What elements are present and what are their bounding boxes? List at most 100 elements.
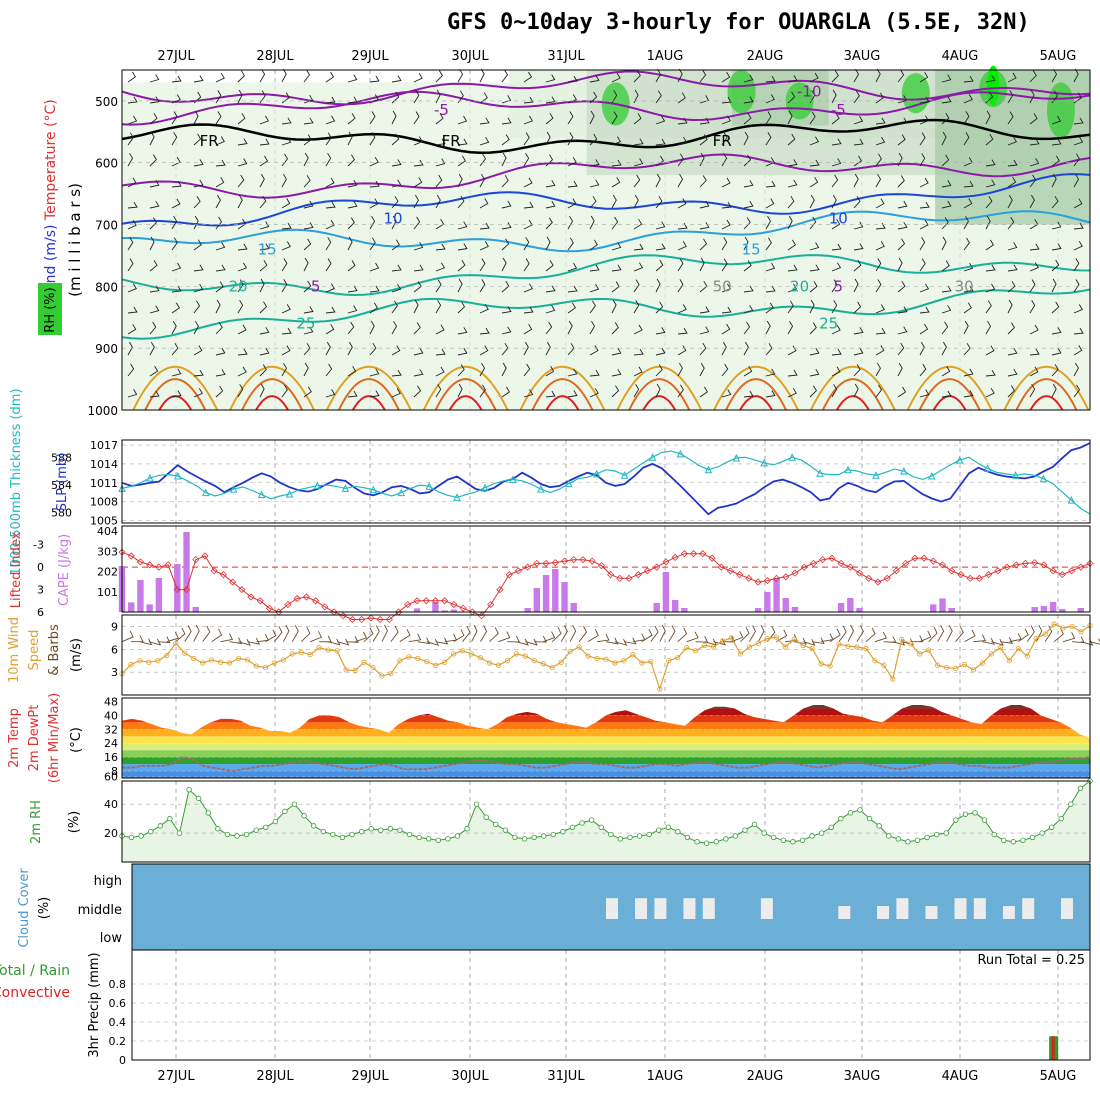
- isotherm-35: [337, 378, 400, 411]
- wind-barb: [303, 200, 314, 209]
- precip-tick: 0.8: [109, 978, 127, 991]
- wind-speed-marker: [710, 644, 717, 650]
- rh-high-cell: [727, 70, 756, 114]
- wind-barb: [875, 198, 885, 209]
- rh-marker: [742, 827, 748, 833]
- wind-speed-marker: [1051, 621, 1057, 627]
- upper-ytick: 500: [95, 95, 118, 109]
- wind-barb: [149, 390, 160, 398]
- rh-marker: [1058, 815, 1064, 822]
- temp-tick: 16: [104, 751, 118, 764]
- temperature-band: [122, 708, 1090, 716]
- wind-barb: [677, 68, 683, 83]
- rh-marker: [1068, 801, 1074, 807]
- rh-marker: [301, 813, 307, 819]
- lifted-index-marker: [551, 559, 559, 567]
- wind-speed-marker: [800, 642, 806, 649]
- rh-marker: [1048, 824, 1055, 830]
- wind-barb: [127, 363, 135, 377]
- wind-barb: [919, 389, 930, 398]
- slp-axis-label: SLP (mb): [55, 453, 70, 512]
- wind-barb: [677, 117, 688, 125]
- isotherm-30: [229, 365, 315, 411]
- wind-barb: [567, 75, 578, 83]
- wind-barb: [369, 237, 376, 251]
- cape-bar: [662, 572, 670, 612]
- upper-ytick: 900: [95, 342, 118, 356]
- wind-speed-marker: [262, 664, 269, 671]
- wind-barb: [347, 285, 358, 293]
- wind-speed-marker: [1069, 623, 1075, 630]
- upper-axis-label: (m i l l i b a r s): [66, 183, 84, 297]
- wind-barb: [1051, 221, 1062, 230]
- cloud-block: [635, 898, 648, 919]
- lifted-index-marker: [625, 574, 633, 582]
- wind-speed-marker: [280, 657, 286, 663]
- wind-barb: [259, 259, 268, 272]
- contour-label: 25: [819, 314, 838, 332]
- wind-barb-10m: [328, 638, 341, 646]
- wind-barb: [237, 324, 247, 335]
- slp-thickness-panel: 1005 1008 1011 1014 1017 580 584 588 1000-500mb …: [9, 388, 1091, 576]
- wind-speed-marker: [737, 651, 744, 657]
- panel-frame: [131, 949, 1091, 1061]
- wind-barb: [281, 222, 292, 230]
- cloud-panel: high middle low Cloud Cover (%): [17, 864, 1090, 950]
- rh-marker: [981, 817, 988, 823]
- cape-bar: [671, 600, 679, 612]
- wind-barb: [831, 70, 839, 83]
- rh-marker: [876, 823, 882, 829]
- wind-barb: [391, 345, 401, 356]
- wind-barb: [1073, 240, 1083, 251]
- wind-barb: [787, 159, 798, 167]
- wind-barb: [809, 281, 818, 293]
- wind-barb: [1051, 383, 1057, 398]
- wind-speed-marker: [244, 657, 251, 663]
- wind-speed-marker: [675, 655, 681, 661]
- wind-barb: [985, 264, 996, 272]
- slp-line: [121, 442, 1091, 516]
- wind-barb: [765, 94, 775, 104]
- wind-barb: [259, 173, 265, 188]
- wind-barb: [589, 215, 595, 230]
- lifted-index-marker: [146, 561, 154, 569]
- wind-barb: [435, 70, 443, 83]
- wind-barb: [743, 260, 752, 272]
- wind-unit: (m/s): [69, 638, 84, 672]
- wind-barb-10m: [534, 635, 548, 643]
- lifted-index-marker: [367, 614, 375, 622]
- wind-barb: [721, 323, 731, 335]
- wind-barb: [457, 364, 465, 377]
- li-tick: 6: [37, 606, 44, 619]
- cape-bar: [192, 607, 199, 612]
- wind-barb: [567, 237, 574, 251]
- wind-speed-marker: [836, 641, 842, 647]
- rh-marker: [387, 826, 394, 832]
- wind-barb: [743, 341, 749, 356]
- cloud-level-label: high: [94, 874, 122, 889]
- wind-axis-label-2: Speed: [27, 630, 42, 671]
- wind-speed-marker: [997, 645, 1003, 651]
- wind-speed-marker: [468, 651, 475, 657]
- wind-barb: [1007, 136, 1018, 146]
- wind-barb-10m: [650, 625, 659, 642]
- wind-barb: [127, 389, 138, 398]
- wind-barb: [589, 283, 600, 293]
- wind-barb: [479, 68, 485, 83]
- lifted-index-marker: [800, 563, 808, 571]
- rh-marker: [234, 833, 240, 839]
- wind-speed-marker: [549, 664, 555, 671]
- wind-barb: [611, 111, 618, 125]
- wind-barb-10m: [892, 638, 906, 646]
- wind-speed-marker: [854, 644, 860, 650]
- wind-barb: [369, 320, 375, 335]
- wind-barb: [721, 115, 732, 125]
- wind-barb-10m: [229, 637, 243, 645]
- isotherm-35: [725, 378, 787, 411]
- wind-barb: [611, 194, 617, 209]
- wind-barb: [809, 72, 819, 83]
- wind-speed-marker: [764, 636, 770, 642]
- wind-barb: [809, 111, 816, 125]
- wind-barb: [391, 283, 402, 293]
- wind-barb-10m: [390, 625, 399, 642]
